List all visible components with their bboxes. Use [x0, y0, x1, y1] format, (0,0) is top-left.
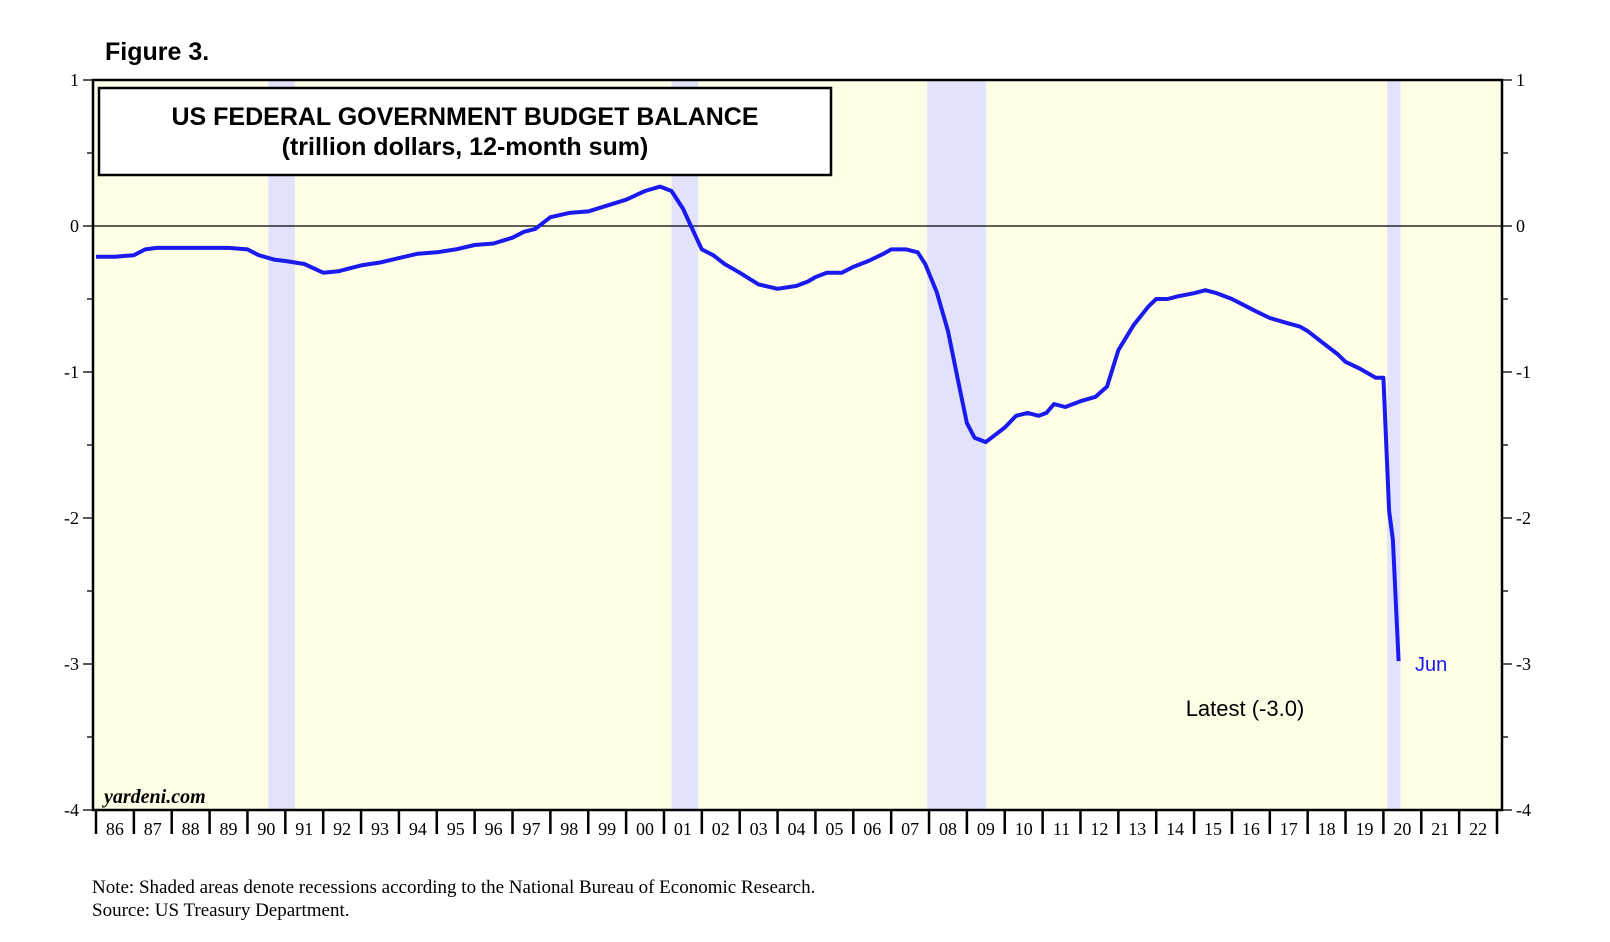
x-tick-label: 88 — [182, 819, 200, 839]
x-tick-label: 20 — [1393, 819, 1411, 839]
plot-background — [93, 80, 1502, 810]
x-tick-label: 04 — [788, 819, 806, 839]
y-tick-label-left: -2 — [64, 508, 79, 528]
x-tick-label: 18 — [1318, 819, 1336, 839]
x-tick-label: 09 — [977, 819, 995, 839]
y-tick-label-left: -1 — [64, 362, 79, 382]
x-tick-label: 03 — [750, 819, 768, 839]
recession-band-3 — [927, 80, 986, 810]
y-tick-label-right: -3 — [1516, 654, 1531, 674]
recession-band-2 — [671, 80, 699, 810]
end-label-jun: Jun — [1415, 654, 1447, 676]
x-tick-label: 19 — [1355, 819, 1373, 839]
x-tick-label: 90 — [257, 819, 275, 839]
x-tick-label: 95 — [447, 819, 465, 839]
brand-watermark: yardeni.com — [102, 786, 206, 808]
x-tick-label: 86 — [106, 819, 124, 839]
y-tick-label-left: 0 — [70, 216, 79, 236]
x-axis-year-labels: 86 87 88 89 90 91 92 93 94 95 96 97 98 99 00 01 02 03 04 05… — [106, 819, 1487, 839]
chart-title: US FEDERAL GOVERNMENT BUDGET BALANCE — [171, 103, 758, 131]
x-tick-label: 07 — [901, 819, 919, 839]
x-tick-label: 00 — [636, 819, 654, 839]
x-tick-label: 99 — [598, 819, 616, 839]
x-tick-label: 12 — [1090, 819, 1108, 839]
x-tick-label: 08 — [939, 819, 957, 839]
x-tick-label: 93 — [371, 819, 389, 839]
x-tick-label: 02 — [712, 819, 730, 839]
series-line-budget-balance — [96, 184, 1401, 662]
latest-value-annotation: Latest (-3.0) — [1186, 696, 1305, 721]
recession-band-1 — [268, 80, 295, 810]
footnote-source: Source: US Treasury Department. — [92, 900, 350, 921]
x-tick-label: 94 — [409, 819, 427, 839]
plot-frame — [91, 78, 1504, 812]
x-tick-label: 97 — [522, 819, 540, 839]
x-tick-label: 92 — [333, 819, 351, 839]
y-tick-label-left: 1 — [70, 70, 79, 90]
y-tick-label-right: 0 — [1516, 216, 1525, 236]
x-tick-label: 11 — [1053, 819, 1070, 839]
x-tick-label: 01 — [674, 819, 692, 839]
figure-label: Figure 3. — [105, 38, 209, 66]
y-tick-label-right: -2 — [1516, 508, 1531, 528]
x-tick-label: 15 — [1204, 819, 1222, 839]
x-tick-label: 16 — [1242, 819, 1260, 839]
x-tick-label: 14 — [1166, 819, 1184, 839]
x-tick-label: 06 — [863, 819, 881, 839]
x-tick-label: 17 — [1280, 819, 1298, 839]
y-axis-labels-left: 1 0 -1 -2 -3 -4 — [64, 70, 79, 820]
x-tick-label: 89 — [220, 819, 238, 839]
y-tick-label-right: -1 — [1516, 362, 1531, 382]
recession-band-4 — [1387, 80, 1401, 810]
x-tick-label: 98 — [560, 819, 578, 839]
y-tick-label-right: -4 — [1516, 800, 1531, 820]
x-tick-label: 13 — [1128, 819, 1146, 839]
x-tick-label: 91 — [295, 819, 313, 839]
y-tick-label-left: -4 — [64, 800, 79, 820]
x-tick-label: 05 — [825, 819, 843, 839]
chart-subtitle: (trillion dollars, 12-month sum) — [282, 133, 649, 161]
x-tick-label: 10 — [1015, 819, 1033, 839]
x-tick-label: 87 — [144, 819, 162, 839]
y-tick-label-right: 1 — [1516, 70, 1525, 90]
x-tick-label: 21 — [1431, 819, 1449, 839]
title-box: US FEDERAL GOVERNMENT BUDGET BALANCE (tr… — [97, 86, 833, 177]
x-tick-label: 22 — [1469, 819, 1487, 839]
axis-ticks — [83, 79, 1512, 834]
y-tick-label-left: -3 — [64, 654, 79, 674]
footnote-recessions: Note: Shaded areas denote recessions acc… — [92, 877, 815, 898]
y-axis-labels-right: 1 0 -1 -2 -3 -4 — [1516, 70, 1531, 820]
title-box-frame — [97, 86, 833, 177]
x-tick-label: 96 — [485, 819, 503, 839]
